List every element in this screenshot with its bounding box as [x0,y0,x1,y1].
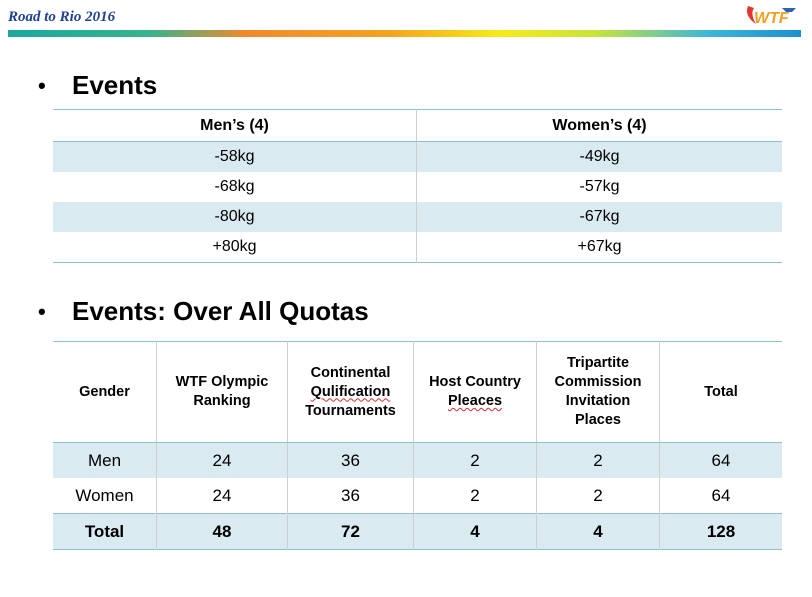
cell: 2 [413,442,537,478]
cell: -68kg [53,172,417,202]
cell: 36 [287,478,414,514]
header-host-country: Host Country Pleaces [413,341,537,443]
header-wtf-ranking: WTF Olympic Ranking [156,341,288,443]
cell: Total [53,513,157,550]
cell: +80kg [53,232,417,263]
cell: +67kg [577,238,622,255]
header-women: Women’s (4) [416,109,782,142]
section-heading-quotas: Events: Over All Quotas [72,296,369,326]
table-row-total: Total 48 72 4 4 128 [53,513,782,550]
cell: Men [53,442,157,478]
logo-text: WTF [754,10,790,27]
header-men: Men’s (4) [53,109,417,142]
cell: -58kg [53,141,417,172]
quotas-table: Gender WTF Olympic Ranking Continental Qul… [53,341,782,550]
cell: 4 [413,513,537,550]
cell: 48 [156,513,288,550]
header-tripartite: Tripartite Commission Invitation Places [536,341,660,443]
table-row: +80kg +67kg [53,232,782,263]
header-total: Total [659,341,782,443]
header-title: Road to Rio 2016 [8,9,116,25]
cell: 128 [659,513,782,550]
cell: 36 [287,442,414,478]
table-row: Men 24 36 2 2 64 [53,442,782,478]
table-header-row: Gender WTF Olympic Ranking Continental Qul… [53,341,782,443]
cell: 64 [659,442,782,478]
cell: Women [53,478,157,514]
cell: -49kg [416,141,782,172]
table-row: -58kg -49kg [53,141,782,172]
cell: 2 [536,478,660,514]
cell: -57kg [579,178,620,195]
cell: 2 [536,442,660,478]
table-row: -68kg -57kg [53,172,782,202]
section-heading-events: Events [72,70,158,100]
events-table: Men’s (4) Women’s (4) -58kg -49kg -68kg … [53,109,782,263]
table-header-row: Men’s (4) Women’s (4) [53,109,782,142]
wtf-logo: WTF [747,6,796,27]
bullet-dot: • [38,73,46,98]
header-stripe [8,30,801,37]
header-gender: Gender [53,341,157,443]
table-row: Women 24 36 2 2 64 [53,478,782,514]
cell: 72 [287,513,414,550]
cell: 4 [536,513,660,550]
cell: 64 [711,485,731,505]
header-continental: Continental Qulification Tournaments [287,341,414,443]
cell: 2 [413,478,537,514]
cell: -80kg [53,202,417,232]
table-row: -80kg -67kg [53,202,782,232]
bullet-dot: • [38,299,46,324]
cell: 24 [156,478,288,514]
cell: -67kg [416,202,782,232]
cell: 24 [156,442,288,478]
